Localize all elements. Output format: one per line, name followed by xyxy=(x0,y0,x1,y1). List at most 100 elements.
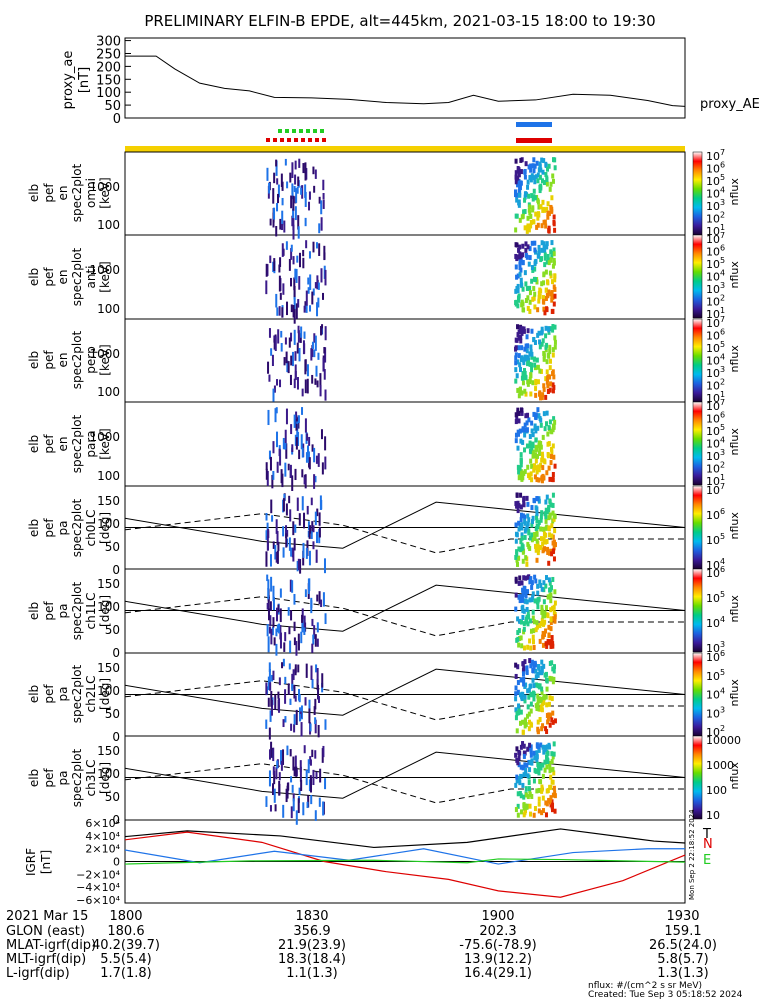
proxy-ae-line xyxy=(125,55,686,107)
spectrogram-pixel xyxy=(515,197,519,203)
spectrogram-pixel xyxy=(536,597,540,603)
spectrogram-pixel xyxy=(282,526,285,537)
spectrogram-pixel xyxy=(526,244,530,250)
spectrogram-pixel xyxy=(318,512,321,526)
ae-ylabel-1: proxy_ae xyxy=(61,51,76,110)
spectrogram-pixel xyxy=(524,526,528,532)
pa-ch3-l6: [deg] xyxy=(98,762,112,794)
spectrogram-pixel xyxy=(274,336,277,351)
spectrogram-pixel xyxy=(516,500,520,506)
colorbar-exponent: 7 xyxy=(720,315,725,324)
spectrogram-pixel xyxy=(526,295,530,301)
spectrogram-pixel xyxy=(545,539,549,545)
spectrogram-pixel xyxy=(523,346,527,352)
spectrogram-pixel xyxy=(524,413,528,419)
spectrogram-pixel xyxy=(524,297,528,303)
spectrogram-pixel xyxy=(265,263,268,277)
spectrogram-pixel xyxy=(268,749,271,760)
spectrogram-pixel xyxy=(523,694,527,700)
colorbar-exponent: 3 xyxy=(720,281,725,290)
spectrogram-pixel xyxy=(324,778,327,790)
spectrogram-pixel xyxy=(536,496,540,502)
spectrogram-pixel xyxy=(553,463,557,469)
footer-row-l: L-igrf(dip) 1.7(1.8) 1.1(1.3) 16.4(29.1)… xyxy=(6,966,709,981)
colorbar-exponent: 1 xyxy=(720,473,725,482)
spectrogram-pixel xyxy=(523,388,527,394)
spectrogram-pixel xyxy=(550,254,554,260)
spectrogram-pixel xyxy=(540,604,544,610)
spectrogram-pixel xyxy=(321,462,324,475)
spectrogram-pixel xyxy=(539,514,543,520)
spectrogram-pixel xyxy=(549,643,553,649)
spectrogram-pixel xyxy=(526,361,530,367)
spectrogram-pixel xyxy=(267,361,270,374)
spec-para-l4: spec2plot xyxy=(70,414,84,473)
spectrogram-pixel xyxy=(551,779,555,785)
spectrogram-pixel xyxy=(291,784,294,793)
spectrogram-pixel xyxy=(291,673,294,689)
spectrogram-pixel xyxy=(297,176,300,186)
colorbar-exponent: 6 xyxy=(720,649,725,658)
spectrogram-pixel xyxy=(528,618,532,624)
spectrogram-pixel xyxy=(533,362,537,368)
spectrogram-pixel xyxy=(519,720,523,726)
pa-ytick-label: 100 xyxy=(97,600,120,614)
spectrogram-pixel xyxy=(526,328,530,334)
spectrogram-pixel xyxy=(277,193,280,204)
spectrogram-pixel xyxy=(292,256,295,265)
pa-ytick-label: 50 xyxy=(105,540,120,554)
footer-value: 202.3 xyxy=(479,924,516,939)
spectrogram-pixel xyxy=(542,536,546,542)
spectrogram-pixel xyxy=(536,425,540,431)
footer-label: GLON (east) xyxy=(6,924,85,939)
pa-ch1-l3: pa xyxy=(56,604,70,619)
spectrogram-pixel xyxy=(540,665,544,671)
spectrogram-pixel xyxy=(536,719,540,725)
spectrogram-pixel xyxy=(297,431,300,446)
footer-row-mlt: MLT-igrf(dip) 5.5(5.4) 18.3(18.4) 13.9(1… xyxy=(6,952,709,967)
spectrogram-pixel xyxy=(521,558,525,564)
spectrogram-pixel xyxy=(268,626,271,634)
colorbar-exponent: 5 xyxy=(720,423,725,432)
spectrogram-pixel xyxy=(518,598,522,604)
spectrogram-pixel xyxy=(524,598,528,604)
spec-anti-l3: en xyxy=(56,270,70,285)
spectrogram-pixel xyxy=(530,428,534,434)
spectrogram-pixel xyxy=(514,691,518,697)
spectrogram-pixel xyxy=(273,385,276,393)
spectrogram-pixel xyxy=(538,684,542,690)
footer-value: 1900 xyxy=(481,909,514,924)
spectrogram-pixel xyxy=(308,708,311,724)
spectrogram-pixel xyxy=(541,541,545,547)
spectrogram-pixel xyxy=(295,640,298,656)
spectrogram-pixel xyxy=(289,579,292,592)
spectrogram-pixel xyxy=(292,793,295,802)
spectrogram-pixel xyxy=(552,751,556,757)
spectrogram-pixel xyxy=(544,518,548,524)
spectrogram-pixel xyxy=(290,806,293,819)
spectrogram-pixel xyxy=(288,258,291,271)
spectrogram-pixel xyxy=(539,440,543,446)
footer-value: 1.3(1.3) xyxy=(657,966,709,981)
spectrogram-pixel xyxy=(280,330,283,338)
spectrogram-pixel xyxy=(270,576,273,592)
spectrogram-pixel xyxy=(315,455,318,464)
spectrogram-pixel xyxy=(528,760,532,766)
spectrogram-pixel xyxy=(516,165,520,171)
spectrogram-pixel xyxy=(532,696,536,702)
spectrogram-pixel xyxy=(530,505,534,511)
spectrogram-pixel xyxy=(291,580,294,593)
spectrogram-pixel xyxy=(280,173,283,187)
spectrogram-pixel xyxy=(293,766,296,777)
spectrogram-pixel xyxy=(311,521,314,532)
spectrogram-pixel xyxy=(546,546,550,552)
spectrogram-pixel xyxy=(530,193,534,199)
spectrogram-pixel xyxy=(273,172,276,184)
spectrogram-pixel xyxy=(279,449,282,466)
spectrogram-pixel xyxy=(294,206,297,221)
spectrogram-pixel xyxy=(543,767,547,773)
spectrogram-pixel xyxy=(519,338,523,344)
spectrogram-data xyxy=(266,574,557,656)
spectrogram-pixel xyxy=(299,333,302,343)
spectrogram-pixel xyxy=(540,329,544,335)
